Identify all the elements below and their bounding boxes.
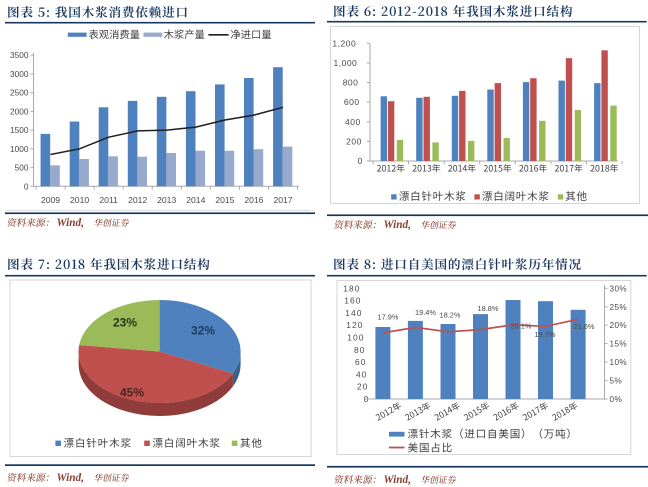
svg-text:2013: 2013 <box>157 195 176 205</box>
svg-text:19.4%: 19.4% <box>415 308 436 317</box>
svg-text:800: 800 <box>343 78 359 88</box>
svg-text:80: 80 <box>354 345 366 355</box>
svg-text:2000: 2000 <box>10 106 29 116</box>
svg-text:160: 160 <box>344 296 361 306</box>
svg-text:20%: 20% <box>610 321 628 330</box>
svg-text:200: 200 <box>346 136 362 146</box>
svg-text:400: 400 <box>345 117 361 127</box>
svg-text:40: 40 <box>356 369 368 379</box>
svg-text:0%: 0% <box>610 395 623 404</box>
svg-text:2017: 2017 <box>273 195 292 205</box>
svg-text:600: 600 <box>344 97 360 107</box>
svg-text:1500: 1500 <box>10 125 29 135</box>
svg-text:180: 180 <box>343 283 360 293</box>
svg-text:30%: 30% <box>610 284 628 293</box>
svg-text:2500: 2500 <box>10 88 29 98</box>
svg-text:2010: 2010 <box>70 195 89 205</box>
svg-text:10%: 10% <box>610 358 628 367</box>
svg-text:17.9%: 17.9% <box>378 313 399 322</box>
svg-text:2012: 2012 <box>128 195 147 205</box>
svg-text:0: 0 <box>358 156 363 166</box>
svg-text:3000: 3000 <box>10 69 29 79</box>
svg-text:32%: 32% <box>191 324 215 338</box>
svg-text:0: 0 <box>24 181 29 191</box>
svg-text:500: 500 <box>15 163 29 173</box>
svg-text:Wind,: Wind, <box>57 217 85 229</box>
svg-text:2009: 2009 <box>41 195 60 205</box>
svg-text:20.1%: 20.1% <box>511 322 532 331</box>
svg-text:Wind,: Wind, <box>384 474 412 486</box>
svg-text:5%: 5% <box>610 377 623 386</box>
svg-text:2014: 2014 <box>186 195 205 205</box>
svg-text:18.2%: 18.2% <box>440 311 461 320</box>
svg-text:3500: 3500 <box>10 50 29 60</box>
svg-text:45%: 45% <box>120 386 144 400</box>
svg-text:23%: 23% <box>113 316 137 330</box>
svg-text:120: 120 <box>346 320 363 330</box>
svg-text:19.7%: 19.7% <box>535 330 556 339</box>
svg-text:1,000: 1,000 <box>334 58 358 68</box>
svg-text:25%: 25% <box>610 303 628 312</box>
svg-text:140: 140 <box>345 308 362 318</box>
svg-text:18.8%: 18.8% <box>478 304 499 313</box>
svg-text:60: 60 <box>355 357 367 367</box>
svg-text:20: 20 <box>357 382 369 392</box>
svg-text:21.6%: 21.6% <box>574 322 595 331</box>
svg-text:Wind,: Wind, <box>57 472 85 484</box>
svg-text:15%: 15% <box>610 340 628 349</box>
svg-text:2015: 2015 <box>215 195 234 205</box>
svg-text:1,200: 1,200 <box>332 38 356 48</box>
svg-text:1000: 1000 <box>10 144 29 154</box>
svg-text:2011: 2011 <box>99 195 118 205</box>
svg-text:100: 100 <box>347 333 364 343</box>
svg-text:2016: 2016 <box>244 195 263 205</box>
svg-text:Wind,: Wind, <box>384 219 412 231</box>
